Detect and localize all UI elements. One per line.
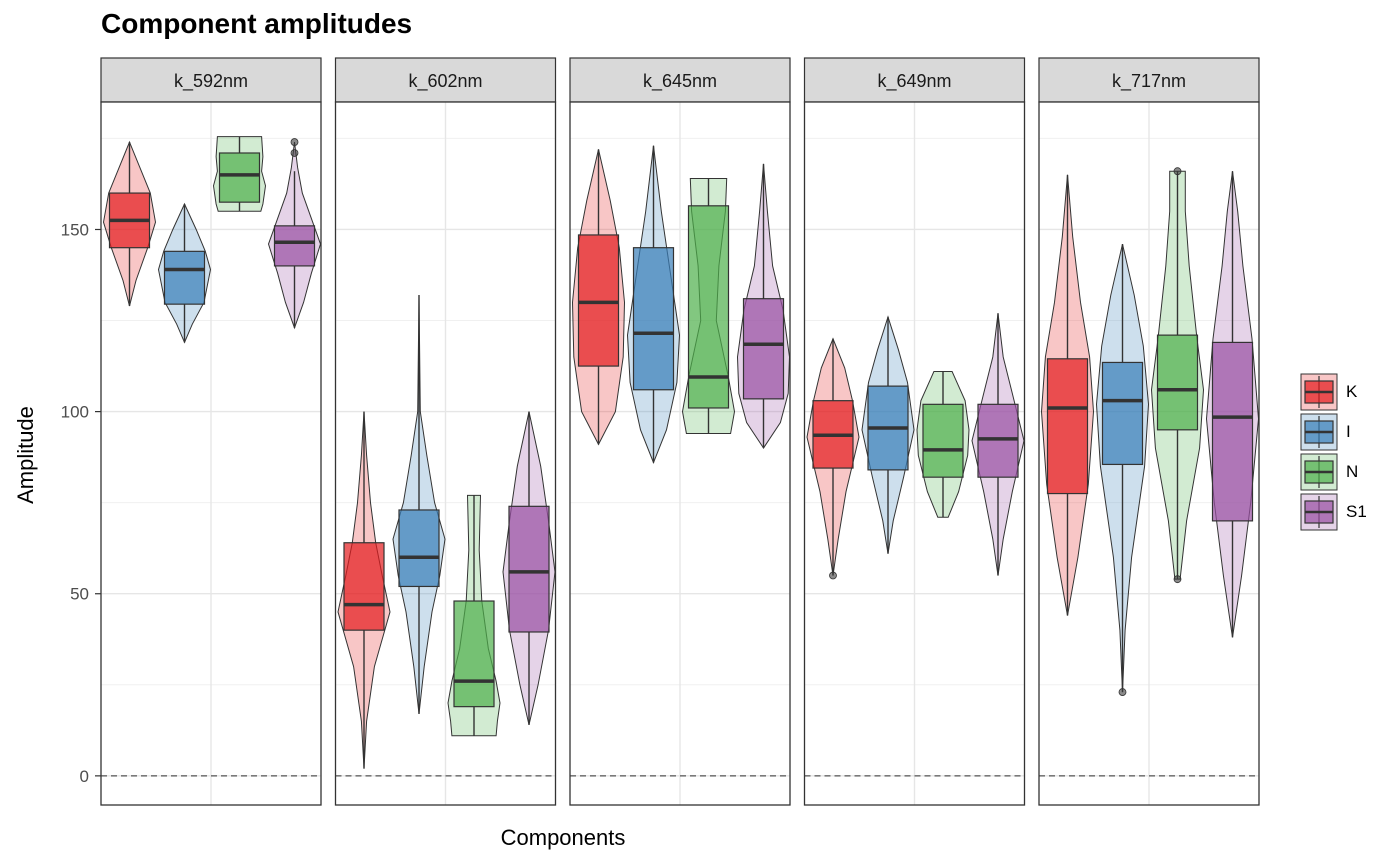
series-N xyxy=(681,177,736,434)
legend-item-I: I xyxy=(1300,413,1351,451)
series-N xyxy=(212,136,267,212)
outlier-point xyxy=(1173,575,1182,584)
series-S1 xyxy=(502,411,556,725)
facet-panel-k_592nm: k_592nm xyxy=(100,57,322,806)
y-tick-label: 50 xyxy=(70,585,89,604)
series-I xyxy=(626,145,681,464)
legend-label: I xyxy=(1346,422,1351,441)
series-I xyxy=(392,295,446,714)
series-I xyxy=(861,315,915,554)
facet-panel-k_717nm: k_717nm xyxy=(1038,57,1260,806)
y-tick-label: 0 xyxy=(80,767,89,786)
box-I xyxy=(632,247,675,391)
series-S1 xyxy=(971,313,1025,576)
y-axis: 0 50 100 150 xyxy=(61,220,101,786)
panel-border xyxy=(1038,101,1260,806)
facet-label: k_592nm xyxy=(174,71,248,92)
box-K xyxy=(343,542,385,631)
panel-border xyxy=(334,101,557,806)
outlier-point xyxy=(290,138,299,146)
facet-strip xyxy=(100,57,322,103)
series-N xyxy=(916,371,970,518)
box-I xyxy=(398,509,440,588)
legend-key xyxy=(1300,453,1338,491)
series-S1 xyxy=(1205,171,1260,638)
series-K xyxy=(1040,174,1095,616)
facet-label: k_717nm xyxy=(1112,71,1186,92)
legend-label: S1 xyxy=(1346,502,1367,521)
legend-label: K xyxy=(1346,382,1358,401)
legend-key xyxy=(1300,373,1338,411)
chart-title: Component amplitudes xyxy=(101,8,413,39)
outlier-point xyxy=(290,149,299,157)
legend-label: N xyxy=(1346,462,1359,481)
panel-border xyxy=(100,101,322,806)
series-I xyxy=(157,202,212,344)
y-tick-label: 100 xyxy=(61,403,89,422)
box-S1 xyxy=(508,505,550,633)
box-K xyxy=(1046,358,1089,495)
facet-strip xyxy=(569,57,791,103)
box-S1 xyxy=(1211,341,1254,522)
facet-panel-k_649nm: k_649nm xyxy=(803,57,1026,806)
series-S1 xyxy=(267,138,322,330)
facet-label: k_602nm xyxy=(408,71,482,92)
series-I xyxy=(1095,243,1150,696)
outlier-point xyxy=(829,571,837,580)
box-N xyxy=(687,205,730,409)
gridlines xyxy=(804,102,1025,805)
box-S1 xyxy=(273,225,316,267)
legend-key xyxy=(1300,493,1338,531)
legend-item-N: N xyxy=(1300,453,1358,491)
facet-label: k_649nm xyxy=(877,71,951,92)
facet-label: k_645nm xyxy=(643,71,717,92)
legend-item-S1: S1 xyxy=(1300,493,1367,531)
outlier-point xyxy=(1173,167,1182,176)
facet-panel-k_645nm: k_645nm xyxy=(569,57,791,806)
outlier-point xyxy=(1118,688,1127,696)
y-tick-label: 150 xyxy=(61,220,89,239)
box-K xyxy=(577,234,620,367)
box-S1 xyxy=(977,403,1019,478)
facet-strip xyxy=(334,57,557,103)
panel-border xyxy=(803,101,1026,806)
box-S1 xyxy=(742,298,785,400)
box-N xyxy=(453,600,495,708)
legend-key xyxy=(1300,413,1338,451)
box-N xyxy=(922,403,964,478)
series-K xyxy=(806,337,860,580)
box-I xyxy=(1101,361,1144,466)
series-N xyxy=(1150,167,1205,584)
x-axis-title: Components xyxy=(500,825,626,850)
box-N xyxy=(1156,334,1199,431)
box-N xyxy=(218,152,261,203)
series-K xyxy=(571,149,626,446)
panel-border xyxy=(569,101,791,806)
box-I xyxy=(163,250,206,305)
legend-item-K: K xyxy=(1300,373,1357,411)
series-S1 xyxy=(736,163,791,449)
series-K xyxy=(337,411,391,769)
series-K xyxy=(102,140,157,307)
facet-strip xyxy=(1038,57,1260,103)
facet-panel-k_602nm: k_602nm xyxy=(334,57,557,806)
series-N xyxy=(447,494,501,737)
